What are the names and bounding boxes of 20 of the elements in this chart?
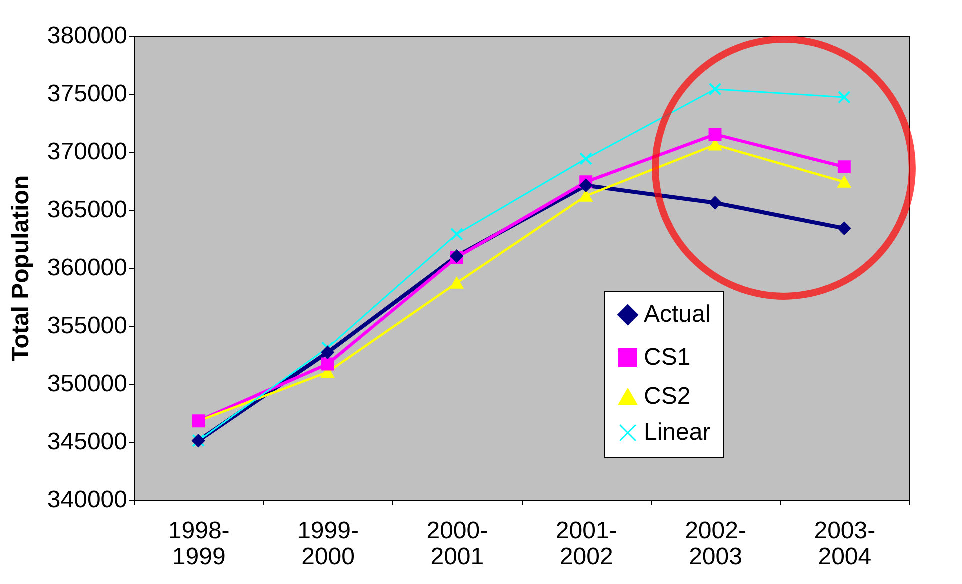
y-tick-label: 380000 xyxy=(47,22,128,50)
legend-label: CS1 xyxy=(644,344,691,371)
legend-label: CS2 xyxy=(644,383,691,410)
legend-label: Actual xyxy=(644,301,711,328)
y-tick-label: 365000 xyxy=(47,196,128,224)
x-tick-label: 2002-2003 xyxy=(685,518,746,570)
y-tick-label: 355000 xyxy=(47,312,128,340)
x-tick-label: 2000-2001 xyxy=(426,518,488,570)
y-tick-label: 340000 xyxy=(47,486,128,514)
y-axis-title: Total Population xyxy=(7,175,34,362)
x-tick-label: 2003-2004 xyxy=(814,518,876,570)
y-tick-label: 350000 xyxy=(47,370,128,398)
y-tick-label: 375000 xyxy=(47,80,128,108)
y-tick-label: 345000 xyxy=(47,428,128,456)
x-tick-label: 1998-1999 xyxy=(168,518,230,570)
y-tick-label: 370000 xyxy=(47,138,128,166)
x-tick-label: 1999-2000 xyxy=(298,518,359,570)
y-tick-label: 360000 xyxy=(47,254,128,282)
legend-label: Linear xyxy=(644,419,711,446)
x-tick-label: 2001-2002 xyxy=(556,518,618,570)
